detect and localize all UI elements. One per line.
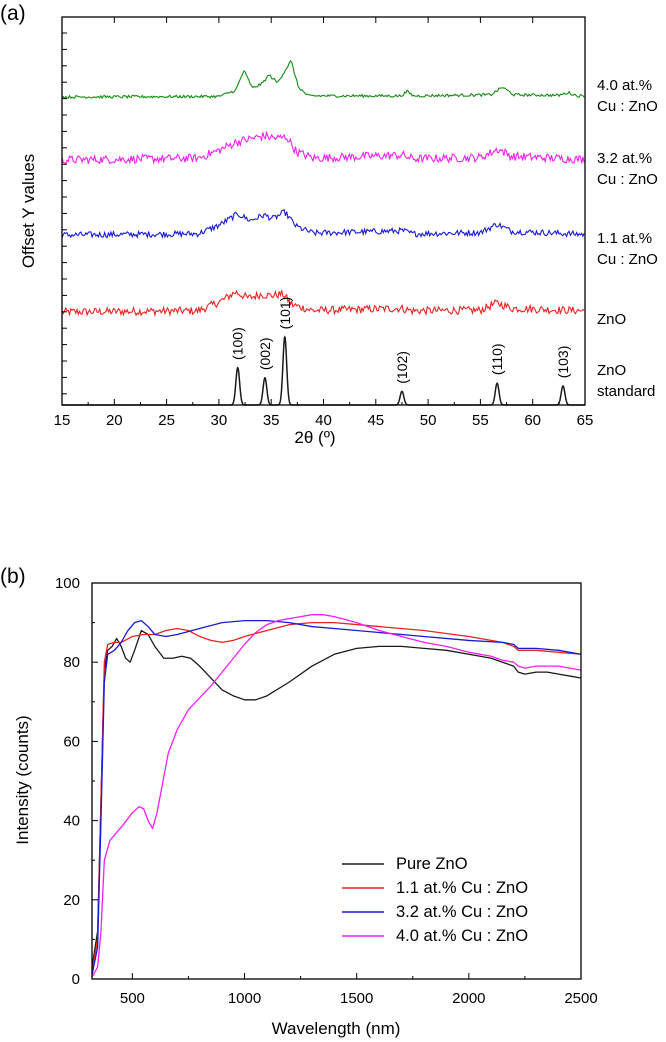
series-label-zno-standard-0: ZnO: [597, 362, 626, 379]
panel-b-label: (b): [0, 565, 26, 588]
y-tick-label-b-60: 60: [63, 733, 80, 750]
x-tick-label-b-2500: 2500: [564, 990, 597, 1007]
x-tick-label-a-40: 40: [315, 412, 332, 429]
panel-a-ylabel: Offset Y values: [19, 154, 38, 268]
y-tick-label-b-100: 100: [55, 575, 80, 592]
series-label-zno-standard-1: standard: [597, 383, 655, 400]
series-b-3-2-at-cu-zno: [92, 619, 581, 976]
series-label-1-1-at-cu-zno-0: 1.1 at.%: [597, 230, 652, 247]
legend-label-pure-zno: Pure ZnO: [396, 855, 468, 873]
legend-label-3-2-at-cu-zno: 3.2 at.% Cu : ZnO: [396, 903, 528, 921]
panel-a: (a) ZnO standard ZnO 1.1 at.% Cu : ZnO 3.2 at…: [0, 2, 658, 447]
panel-a-label: (a): [0, 2, 26, 25]
y-tick-label-b-0: 0: [72, 971, 80, 988]
series-a-4-0-at-cu-zno: [61, 59, 585, 100]
panel-a-peak-labels: (100) (002)(101) (102) (110) (103): [230, 297, 571, 384]
y-tick-label-b-40: 40: [63, 813, 80, 830]
legend: Pure ZnO 1.1 at.% Cu : ZnO 3.2 at.% Cu : Z…: [342, 855, 528, 945]
x-tick-label-a-30: 30: [211, 412, 228, 429]
series-label-3-2-at-cu-zno-1: Cu : ZnO: [597, 171, 658, 188]
panel-a-ticks: 15 20 25 30 35 40 45 50 55 60 65: [54, 17, 594, 429]
x-tick-label-a-65: 65: [577, 412, 594, 429]
y-tick-label-b-80: 80: [63, 654, 80, 671]
x-tick-label-a-15: 15: [54, 412, 71, 429]
series-b-1-1-at-cu-zno: [92, 621, 581, 972]
series-a-1-1-at-cu-zno: [61, 209, 585, 239]
x-tick-label-b-500: 500: [120, 990, 145, 1007]
panel-b-ylabel: Intensity (counts): [13, 715, 32, 844]
panel-a-xlabel: 2θ (º): [294, 428, 335, 447]
panel-b: (b) 500 1000 1500 2000 2500 0 20 40 60 80 100 Inte…: [0, 565, 598, 1038]
series-a-zno-standard: [62, 335, 585, 406]
peak-label-101: (101): [277, 297, 293, 330]
peak-label-102: (102): [394, 351, 410, 384]
panel-a-series-labels: ZnO standard ZnO 1.1 at.% Cu : ZnO 3.2 at.% Cu…: [597, 77, 658, 400]
x-tick-label-a-45: 45: [367, 412, 384, 429]
x-tick-label-a-35: 35: [263, 412, 280, 429]
legend-label-1-1-at-cu-zno: 1.1 at.% Cu : ZnO: [396, 879, 528, 897]
peak-label-103: (103): [555, 346, 571, 379]
x-tick-label-b-1500: 1500: [340, 990, 373, 1007]
series-a-3-2-at-cu-zno: [61, 130, 585, 165]
panel-b-xlabel: Wavelength (nm): [272, 1019, 401, 1038]
x-tick-label-a-50: 50: [420, 412, 437, 429]
panel-a-frame: [61, 16, 586, 406]
x-tick-label-b-1000: 1000: [228, 990, 261, 1007]
y-tick-label-b-20: 20: [63, 892, 80, 909]
panel-b-ticks: 500 1000 1500 2000 2500 0 20 40 60 80 100: [55, 575, 598, 1007]
series-label-4-0-at-cu-zno-1: Cu : ZnO: [597, 98, 658, 115]
peak-label-100: (100): [230, 327, 246, 360]
series-label-3-2-at-cu-zno-0: 3.2 at.%: [597, 150, 652, 167]
panel-a-series-layer: [61, 59, 585, 406]
peak-label-110: (110): [489, 343, 505, 375]
series-label-1-1-at-cu-zno-1: Cu : ZnO: [597, 251, 658, 268]
series-b-pure-zno: [92, 629, 581, 968]
x-tick-label-b-2000: 2000: [452, 990, 485, 1007]
x-tick-label-a-55: 55: [472, 412, 489, 429]
legend-label-4-0-at-cu-zno: 4.0 at.% Cu : ZnO: [396, 927, 528, 945]
x-tick-label-a-20: 20: [106, 412, 123, 429]
panel-b-series-layer: [92, 614, 581, 978]
panel-b-frame: [91, 582, 582, 980]
series-b-4-0-at-cu-zno: [92, 614, 581, 978]
x-tick-label-a-60: 60: [524, 412, 541, 429]
x-tick-label-a-25: 25: [158, 412, 175, 429]
peak-label-002: (002): [257, 337, 273, 370]
series-a-zno: [61, 289, 585, 318]
series-label-zno-0: ZnO: [597, 311, 626, 328]
series-label-4-0-at-cu-zno-0: 4.0 at.%: [597, 77, 652, 94]
